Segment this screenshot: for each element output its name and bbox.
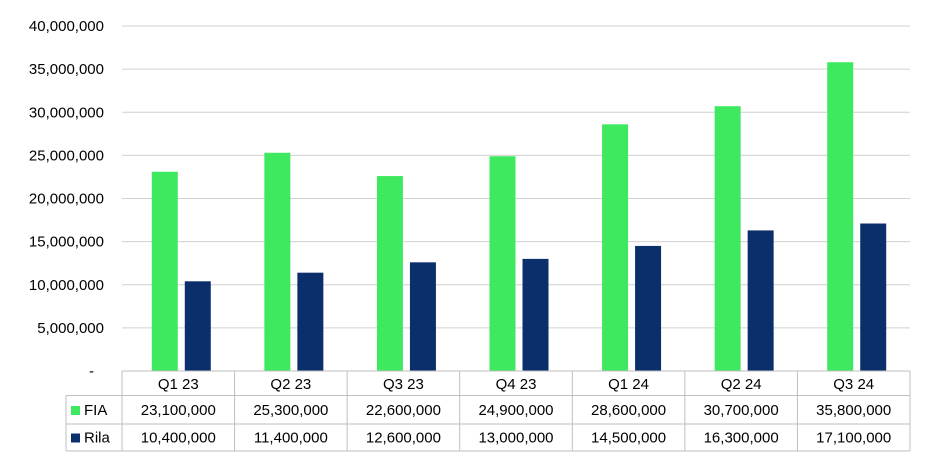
bar-fia-4 bbox=[602, 124, 629, 371]
bar-fia-2 bbox=[376, 176, 403, 371]
data-label-fia: 22,600,000 bbox=[366, 402, 441, 419]
data-label-rila: 14,500,000 bbox=[591, 430, 666, 447]
bar-fia-0 bbox=[151, 171, 178, 371]
legend-label-fia: FIA bbox=[84, 402, 107, 419]
x-category-label: Q4 23 bbox=[496, 376, 537, 393]
legend-label-rila: Rila bbox=[84, 430, 110, 447]
y-tick-label: 20,000,000 bbox=[29, 191, 104, 208]
y-tick-label: 35,000,000 bbox=[29, 61, 104, 78]
x-category-label: Q2 23 bbox=[270, 376, 311, 393]
data-label-fia: 25,300,000 bbox=[253, 402, 328, 419]
y-tick-label: 30,000,000 bbox=[29, 104, 104, 121]
bar-rila-6 bbox=[860, 223, 887, 371]
bar-fia-3 bbox=[489, 156, 516, 371]
data-label-fia: 28,600,000 bbox=[591, 402, 666, 419]
data-label-fia: 30,700,000 bbox=[704, 402, 779, 419]
bar-rila-2 bbox=[409, 262, 436, 371]
x-category-label: Q3 23 bbox=[383, 376, 424, 393]
data-label-fia: 23,100,000 bbox=[141, 402, 216, 419]
data-label-fia: 24,900,000 bbox=[478, 402, 553, 419]
x-category-label: Q1 23 bbox=[158, 376, 199, 393]
bar-rila-1 bbox=[297, 272, 324, 371]
y-tick-label: 25,000,000 bbox=[29, 147, 104, 164]
gridlines bbox=[122, 25, 910, 329]
bar-rila-4 bbox=[635, 245, 662, 371]
data-label-fia: 35,800,000 bbox=[816, 402, 891, 419]
bar-fia-6 bbox=[827, 62, 854, 371]
bar-rila-0 bbox=[184, 281, 211, 371]
bar-rila-5 bbox=[747, 230, 774, 371]
y-tick-label: 10,000,000 bbox=[29, 277, 104, 294]
y-tick-label: 15,000,000 bbox=[29, 234, 104, 251]
bar-rila-3 bbox=[522, 258, 549, 371]
x-category-label: Q2 24 bbox=[721, 376, 762, 393]
y-axis: - 5,000,000 10,000,000 15,000,000 20,000,000… bbox=[29, 18, 104, 380]
data-label-rila: 10,400,000 bbox=[141, 430, 216, 447]
bars bbox=[151, 62, 887, 372]
data-table: Q1 23 Q2 23 Q3 23 Q4 23 Q1 24 Q2 24 Q3 24 FIA 23… bbox=[65, 370, 911, 452]
data-label-rila: 12,600,000 bbox=[366, 430, 441, 447]
x-category-label: Q3 24 bbox=[833, 376, 874, 393]
y-tick-label: 40,000,000 bbox=[29, 18, 104, 35]
y-tick-label: - bbox=[89, 363, 94, 380]
legend-key-rila bbox=[71, 433, 80, 443]
data-label-rila: 16,300,000 bbox=[704, 430, 779, 447]
data-label-rila: 13,000,000 bbox=[478, 430, 553, 447]
bar-fia-1 bbox=[264, 152, 291, 371]
data-label-rila: 11,400,000 bbox=[254, 430, 328, 447]
data-label-rila: 17,100,000 bbox=[816, 430, 891, 447]
x-category-label: Q1 24 bbox=[608, 376, 649, 393]
bar-fia-5 bbox=[714, 106, 741, 372]
y-tick-label: 5,000,000 bbox=[37, 320, 104, 337]
legend-key-fia bbox=[71, 406, 80, 415]
